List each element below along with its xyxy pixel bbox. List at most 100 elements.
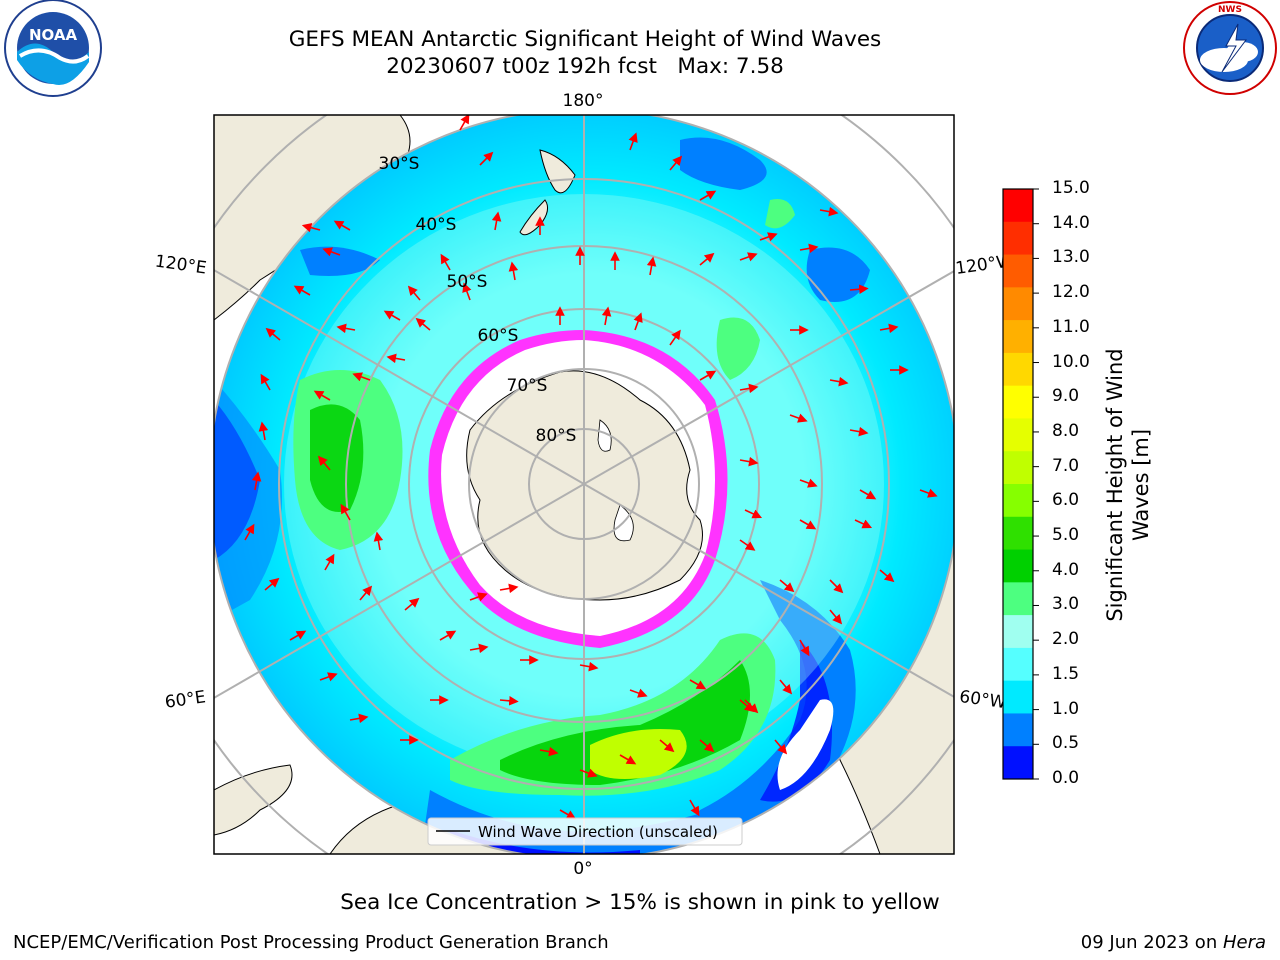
wind-arrow bbox=[317, 455, 331, 471]
lon-label-60e: 60°E bbox=[164, 687, 207, 712]
colorbar-segment bbox=[1003, 746, 1033, 780]
wind-arrow bbox=[628, 132, 638, 151]
wind-arrow bbox=[689, 799, 700, 817]
wind-arrow bbox=[404, 597, 420, 611]
wind-arrow bbox=[829, 579, 844, 594]
wind-arrow bbox=[539, 746, 559, 757]
wind-arrow bbox=[579, 768, 598, 778]
chart-subtitle: 20230607 t00z 192h fcst Max: 7.58 bbox=[386, 54, 784, 79]
noaa-logo-text: NOAA bbox=[29, 26, 78, 44]
colorbar-segment bbox=[1003, 647, 1033, 682]
wind-arrow bbox=[849, 284, 869, 294]
colorbar-segment bbox=[1003, 516, 1033, 551]
colorbar-segment bbox=[1003, 615, 1033, 649]
wind-arrow bbox=[799, 639, 810, 657]
wind-arrow bbox=[313, 390, 331, 401]
wind-arrow bbox=[669, 329, 681, 346]
wind-arrow bbox=[799, 519, 817, 530]
wind-arrow bbox=[699, 370, 717, 381]
colorbar-tick-label: 11.0 bbox=[1052, 316, 1090, 337]
wind-arrow bbox=[499, 583, 519, 594]
colorbar-label: Significant Height of Wind Waves [m] bbox=[1103, 348, 1153, 622]
wind-arrow bbox=[739, 539, 756, 551]
wind-arrow bbox=[646, 256, 657, 276]
wind-arrow bbox=[373, 531, 384, 551]
colorbar-segment bbox=[1003, 680, 1033, 714]
colorbar-tick-label: 1.0 bbox=[1052, 698, 1080, 719]
wind-arrow bbox=[340, 503, 351, 521]
wind-arrow bbox=[779, 579, 795, 593]
colorbar-tick-label: 0.5 bbox=[1052, 733, 1080, 754]
wind-arrow bbox=[469, 643, 489, 654]
wind-arrow bbox=[251, 471, 262, 491]
wind-arrow bbox=[359, 585, 373, 601]
colorbar-segment bbox=[1003, 352, 1033, 387]
nws-logo-icon: NWS bbox=[1182, 0, 1278, 96]
wind-arrow bbox=[499, 696, 519, 706]
lat-label-80s: 80°S bbox=[536, 426, 577, 446]
colorbar-tick-label: 0.0 bbox=[1052, 768, 1080, 788]
wind-arrow bbox=[669, 155, 683, 171]
wind-arrow bbox=[469, 592, 488, 602]
wind-arrow bbox=[439, 630, 457, 641]
wind-arrow bbox=[799, 243, 819, 254]
sea-ice-caption: Sea Ice Concentration > 15% is shown in … bbox=[340, 890, 940, 915]
wind-arrow bbox=[699, 739, 715, 753]
colorbar-tick-label: 8.0 bbox=[1052, 420, 1080, 441]
colorbar-segment bbox=[1003, 713, 1033, 747]
lat-label-60s: 60°S bbox=[478, 326, 519, 346]
footer-host: Hera bbox=[1222, 932, 1266, 953]
map-frame bbox=[213, 114, 955, 855]
colorbar-tick-label: 4.0 bbox=[1052, 559, 1080, 580]
wind-arrow bbox=[659, 739, 675, 753]
lon-label-0: 0° bbox=[573, 859, 592, 879]
colorbar-tick-label: 14.0 bbox=[1052, 212, 1090, 233]
wind-arrow bbox=[479, 151, 494, 166]
wind-arrow bbox=[293, 285, 311, 296]
wind-arrow bbox=[491, 211, 502, 231]
wind-arrow bbox=[415, 317, 431, 331]
colorbar-segment bbox=[1003, 254, 1033, 288]
wind-arrow bbox=[759, 232, 778, 242]
wind-arrow bbox=[739, 252, 758, 262]
colorbar-tick-label: 13.0 bbox=[1052, 247, 1090, 268]
wind-arrow bbox=[265, 327, 281, 341]
wind-arrow bbox=[789, 413, 808, 423]
wind-arrow bbox=[336, 323, 356, 334]
colorbar-tick-label: 6.0 bbox=[1052, 490, 1080, 511]
wind-arrow bbox=[819, 206, 839, 217]
wind-arrow bbox=[829, 376, 849, 387]
map-legend: Wind Wave Direction (unscaled) bbox=[427, 817, 743, 846]
colorbar bbox=[1002, 188, 1039, 780]
wind-arrow bbox=[699, 252, 715, 266]
colorbar-tick-label: 9.0 bbox=[1052, 386, 1080, 407]
wind-arrow bbox=[744, 699, 759, 714]
wind-arrow bbox=[349, 713, 369, 724]
lon-label-60w: 60°W bbox=[958, 687, 1007, 713]
wind-arrow bbox=[459, 115, 470, 131]
wind-arrow bbox=[799, 478, 818, 488]
wind-arrow bbox=[319, 672, 338, 682]
wind-arrow bbox=[322, 247, 341, 257]
colorbar-segment bbox=[1003, 287, 1033, 321]
wind-arrow bbox=[829, 609, 843, 625]
colorbar-segment bbox=[1003, 385, 1033, 419]
wind-arrow bbox=[629, 688, 648, 698]
colorbar-segment bbox=[1003, 582, 1033, 616]
wind-arrow bbox=[744, 509, 763, 519]
wind-arrow bbox=[774, 739, 788, 755]
wind-arrow bbox=[854, 519, 873, 529]
wind-arrow bbox=[879, 323, 899, 334]
lat-label-30s: 30°S bbox=[379, 154, 420, 174]
wind-arrow bbox=[779, 679, 793, 695]
wind-arrow bbox=[508, 261, 519, 281]
colorbar-segment bbox=[1003, 189, 1033, 223]
lon-label-120e: 120°E bbox=[154, 252, 208, 279]
wind-arrow bbox=[462, 282, 472, 301]
wind-arrow bbox=[301, 222, 321, 233]
lon-label-180: 180° bbox=[563, 91, 604, 111]
colorbar-tick-label: 2.0 bbox=[1052, 629, 1080, 650]
legend-text: Wind Wave Direction (unscaled) bbox=[478, 823, 718, 841]
wind-arrow bbox=[689, 679, 707, 690]
